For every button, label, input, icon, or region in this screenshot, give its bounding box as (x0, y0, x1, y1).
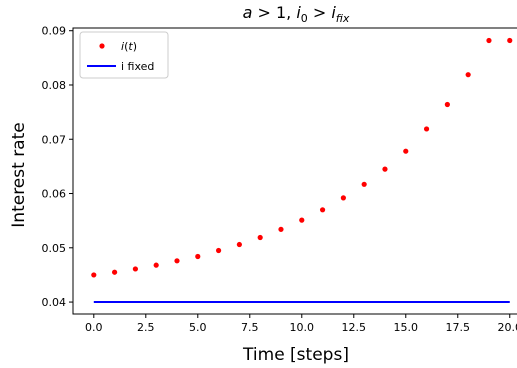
data-point (403, 148, 409, 154)
plot-frame (72, 27, 517, 315)
legend-label-ifixed: i fixed (121, 60, 154, 73)
x-tick-label: 0.0 (85, 321, 103, 334)
data-point (299, 217, 305, 223)
x-tick-label: 2.5 (137, 321, 155, 334)
x-tick-label: 17.5 (446, 321, 471, 334)
legend-swatch-it (99, 43, 105, 49)
y-axis: 0.04 0.05 0.06 0.07 0.08 0.09 (42, 25, 73, 309)
y-tick-label: 0.09 (42, 25, 67, 38)
data-point (236, 241, 242, 248)
x-axis: 0.0 2.5 5.0 7.5 10.0 12.5 15.0 17.5 20.0 (85, 314, 517, 334)
data-point (132, 266, 138, 272)
y-tick-label: 0.05 (42, 242, 67, 255)
y-tick-label: 0.07 (42, 133, 67, 146)
x-tick-label: 7.5 (241, 321, 259, 334)
data-point (465, 72, 471, 78)
x-tick-label: 5.0 (189, 321, 207, 334)
data-point (382, 166, 388, 172)
data-point (91, 272, 97, 278)
data-point (111, 269, 118, 275)
data-point (361, 181, 367, 187)
chart-title: a > 1, i0 > ifix (243, 3, 350, 25)
y-tick-label: 0.06 (42, 188, 67, 201)
y-tick-label: 0.08 (42, 79, 67, 92)
data-point (319, 207, 326, 213)
data-point (215, 247, 222, 254)
data-point (444, 101, 450, 108)
y-tick-label: 0.04 (42, 296, 67, 309)
data-point (278, 226, 284, 232)
y-axis-label: Interest rate (9, 122, 29, 227)
data-point (423, 126, 430, 132)
x-tick-label: 20.0 (498, 321, 517, 334)
data-point (174, 258, 180, 264)
data-point (486, 37, 492, 44)
x-tick-label: 10.0 (290, 321, 315, 334)
plot-area (91, 37, 513, 304)
data-point (507, 37, 513, 44)
data-point (195, 253, 201, 260)
x-tick-label: 12.5 (342, 321, 367, 334)
legend-label-it: i(t) (121, 40, 137, 53)
legend: i(t) i fixed (79, 31, 169, 79)
data-point (153, 262, 159, 268)
data-point (340, 195, 346, 201)
x-tick-label: 15.0 (394, 321, 419, 334)
data-point (257, 234, 263, 241)
x-axis-label: Time [steps] (242, 345, 349, 365)
